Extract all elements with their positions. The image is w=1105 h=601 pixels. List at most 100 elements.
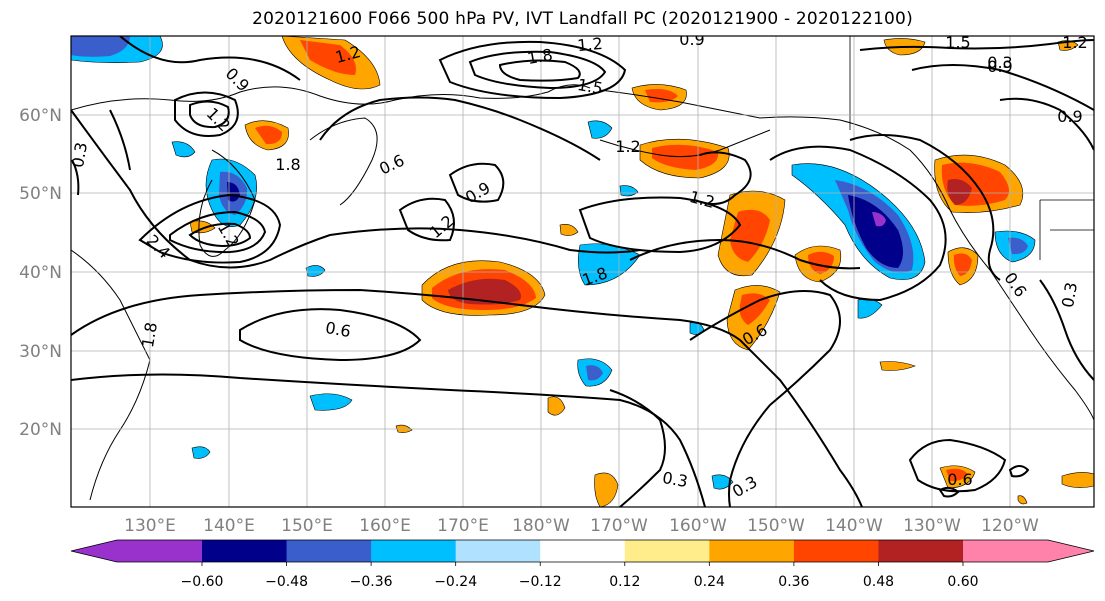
graticule	[71, 36, 1094, 507]
pv-contour-label: 1.5	[576, 75, 604, 98]
pv-contour-label: 1.8	[526, 45, 554, 68]
colorbar-tick-label: 0.12	[609, 574, 640, 590]
colorbar-extend-max	[1048, 540, 1094, 562]
latitude-label: 30°N	[19, 342, 62, 362]
pc-anomaly-positive-central-pacific	[421, 260, 546, 316]
colorbar-tick-label: −0.48	[265, 574, 308, 590]
pv-contour-label: 0.6	[324, 318, 352, 341]
pv-contour	[169, 210, 267, 254]
colorbar-segment	[286, 540, 372, 562]
colorbar-tick-label: 0.48	[863, 574, 894, 590]
colorbar-tick-label: −0.24	[434, 574, 477, 590]
longitude-label: 130°E	[124, 516, 176, 536]
latitude-labels: 60°N 50°N 40°N 30°N 20°N	[19, 106, 62, 440]
colorbar-tick-label: −0.60	[181, 574, 224, 590]
pv-contour	[999, 97, 1094, 151]
colorbar-segment	[202, 540, 287, 562]
colorbar-tick-label: −0.12	[519, 574, 562, 590]
pv-contour	[609, 389, 666, 507]
pv-contour-labels: 1.2 1.81.2 0.91.51.20.91.50.90.30.91.21.8 0…	[68, 30, 1088, 501]
pv-contour-label: 1.8	[275, 155, 300, 174]
pv-contour	[694, 151, 752, 205]
pc-anomaly-negative-gulf-of-alaska	[791, 163, 926, 280]
pv-contour	[849, 134, 1001, 281]
pv-contour	[689, 290, 841, 507]
longitude-label: 160°W	[669, 516, 727, 536]
colorbar-segment	[371, 540, 457, 562]
pv-contour-label: 1.5	[945, 33, 970, 52]
colorbar-segment	[963, 540, 1048, 562]
pv-contour-label: 0.9	[679, 30, 704, 49]
colorbar-segment	[709, 540, 795, 562]
pv-contour-label: 0.3	[729, 472, 761, 501]
pv-contour-label: 0.9	[987, 57, 1012, 76]
pv-contour	[911, 64, 1094, 111]
pv-contour	[438, 40, 627, 100]
coastline-japan	[198, 149, 256, 257]
pv-contour	[71, 159, 80, 196]
pv-contour	[71, 288, 863, 507]
coastline-aleutians	[599, 129, 771, 158]
pv-contour-label: 0.6	[376, 151, 407, 179]
colorbar-tick-label: 0.60	[947, 574, 978, 590]
pv-contour	[859, 39, 1094, 51]
longitude-label: 140°W	[825, 516, 883, 536]
pv-contour	[629, 238, 861, 270]
colorbar-segment	[455, 540, 541, 562]
longitude-label: 150°W	[747, 516, 805, 536]
map-title: 2020121600 F066 500 hPa PV, IVT Landfall…	[252, 9, 913, 29]
colorbar-segment	[117, 540, 202, 562]
pv-contour	[189, 100, 230, 129]
pv-contour	[938, 486, 960, 498]
pv-contour-label: 0.6	[1000, 269, 1030, 301]
ivt-pc-shading	[71, 36, 1094, 507]
pv-contour	[319, 96, 601, 161]
political-borders	[849, 36, 1094, 260]
pv-contour	[71, 109, 641, 269]
colorbar-tick-label: −0.36	[350, 574, 393, 590]
longitude-label: 120°W	[981, 516, 1039, 536]
latitude-label: 50°N	[19, 184, 62, 204]
pv-contour	[448, 162, 505, 203]
pv-contour-label: 0.3	[661, 468, 689, 491]
pv-contour-label: 0.9	[1057, 107, 1082, 126]
longitude-labels: 130°E 140°E 150°E 160°E 170°E 180°W 170°W 160°W…	[124, 516, 1039, 536]
pv-contour-label: 0.3	[68, 141, 91, 169]
coastline-siberia	[71, 84, 591, 111]
colorbar-segment	[793, 540, 879, 562]
colorbar-segment	[624, 540, 710, 562]
pv-contour	[578, 196, 742, 254]
pv-contour-label: 1.2	[1062, 33, 1087, 52]
pv-contour	[119, 36, 301, 81]
pv-contour-label: 1.2	[615, 137, 640, 156]
pv-contour	[1039, 279, 1094, 381]
pc-anomaly-small-features	[171, 40, 1094, 507]
pc-anomaly-positive-okhotsk	[244, 36, 381, 151]
pv-contour	[138, 193, 282, 264]
pv-contour	[188, 222, 252, 248]
pv-contour-label: 0.3	[1058, 281, 1081, 309]
longitude-label: 160°E	[359, 516, 411, 536]
pv-contours	[71, 36, 1094, 507]
latitude-label: 20°N	[19, 420, 62, 440]
pc-anomaly-positive-bering	[631, 38, 926, 179]
pv-contour	[468, 50, 607, 90]
coastline-north-america	[599, 89, 1094, 421]
pv-contour-label: 0.9	[462, 178, 494, 207]
pc-anomaly-negative-nw	[71, 36, 163, 63]
colorbar-outline	[70, 539, 1095, 563]
latitude-label: 60°N	[19, 106, 62, 126]
pv-contour	[1008, 465, 1030, 478]
longitude-label: 180°W	[512, 516, 570, 536]
pv-contour-label: 0.9	[222, 64, 253, 95]
pv-contour	[908, 438, 1007, 493]
pv-contour	[498, 59, 581, 82]
coastline-kamchatka	[309, 117, 378, 206]
colorbar-extend-min	[71, 540, 117, 562]
pv-contour-label: 1.2	[576, 34, 603, 55]
pv-contour	[109, 109, 131, 171]
pv-contour-label: 1.8	[138, 321, 161, 349]
pc-anomaly-positive-subtropical	[717, 190, 842, 351]
longitude-label: 150°E	[281, 516, 333, 536]
pc-anomaly-negative-california	[994, 230, 1036, 263]
